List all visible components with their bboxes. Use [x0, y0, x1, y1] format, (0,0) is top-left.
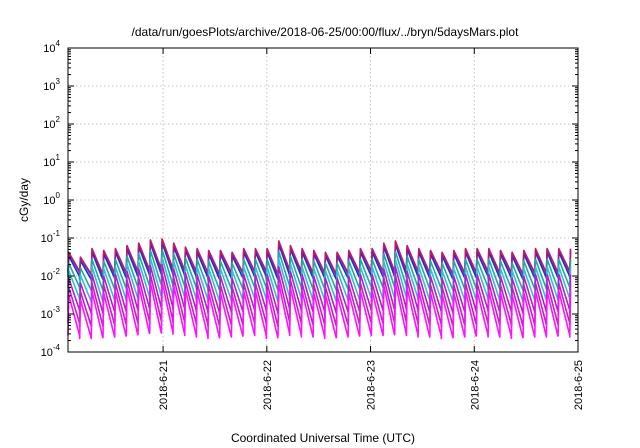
series-line-8	[67, 280, 572, 340]
y-tick-label: 100	[43, 191, 60, 207]
y-tick-label-base: 10	[43, 43, 55, 55]
y-tick-label-exponent: -3	[53, 305, 61, 314]
y-tick-label-base: 10	[43, 119, 55, 131]
y-tick-label-exponent: 2	[56, 115, 61, 124]
axis-ticks: 10-410-310-210-11001011021031042018-6-21…	[41, 39, 585, 410]
y-tick-label: 10-4	[41, 343, 61, 359]
x-tick-label: 2018-6-25	[573, 360, 585, 410]
y-tick-label: 103	[43, 77, 60, 93]
y-tick-label-base: 10	[43, 157, 55, 169]
y-tick-label-base: 10	[43, 195, 55, 207]
y-tick-label-base: 10	[41, 233, 53, 245]
chart-title: /data/run/goesPlots/archive/2018-06-25/0…	[132, 25, 520, 39]
y-tick-label-exponent: -1	[53, 229, 61, 238]
y-axis-label: cGy/day	[17, 178, 31, 222]
x-tick-label: 2018-6-23	[366, 360, 378, 410]
y-tick-label: 10-2	[41, 267, 61, 283]
y-tick-label: 10-3	[41, 305, 61, 321]
y-tick-label: 101	[43, 153, 60, 169]
y-tick-label-base: 10	[43, 81, 55, 93]
y-tick-label-exponent: 3	[56, 77, 61, 86]
x-tick-label: 2018-6-22	[262, 360, 274, 410]
x-axis-label: Coordinated Universal Time (UTC)	[231, 431, 415, 445]
y-tick-label-exponent: 0	[56, 191, 61, 200]
y-tick-label-base: 10	[41, 347, 53, 359]
y-tick-label: 102	[43, 115, 60, 131]
y-tick-label-exponent: -2	[53, 267, 61, 276]
x-tick-label: 2018-6-24	[469, 360, 481, 410]
y-tick-label: 104	[43, 39, 60, 55]
y-tick-label: 10-1	[41, 229, 61, 245]
data-series	[67, 238, 572, 340]
y-tick-label-base: 10	[41, 309, 53, 321]
x-tick-label: 2018-6-21	[158, 360, 170, 410]
y-tick-label-exponent: 4	[56, 39, 61, 48]
y-tick-label-exponent: -4	[53, 343, 61, 352]
y-tick-label-base: 10	[41, 271, 53, 283]
grid	[68, 48, 578, 352]
y-tick-label-exponent: 1	[56, 153, 61, 162]
